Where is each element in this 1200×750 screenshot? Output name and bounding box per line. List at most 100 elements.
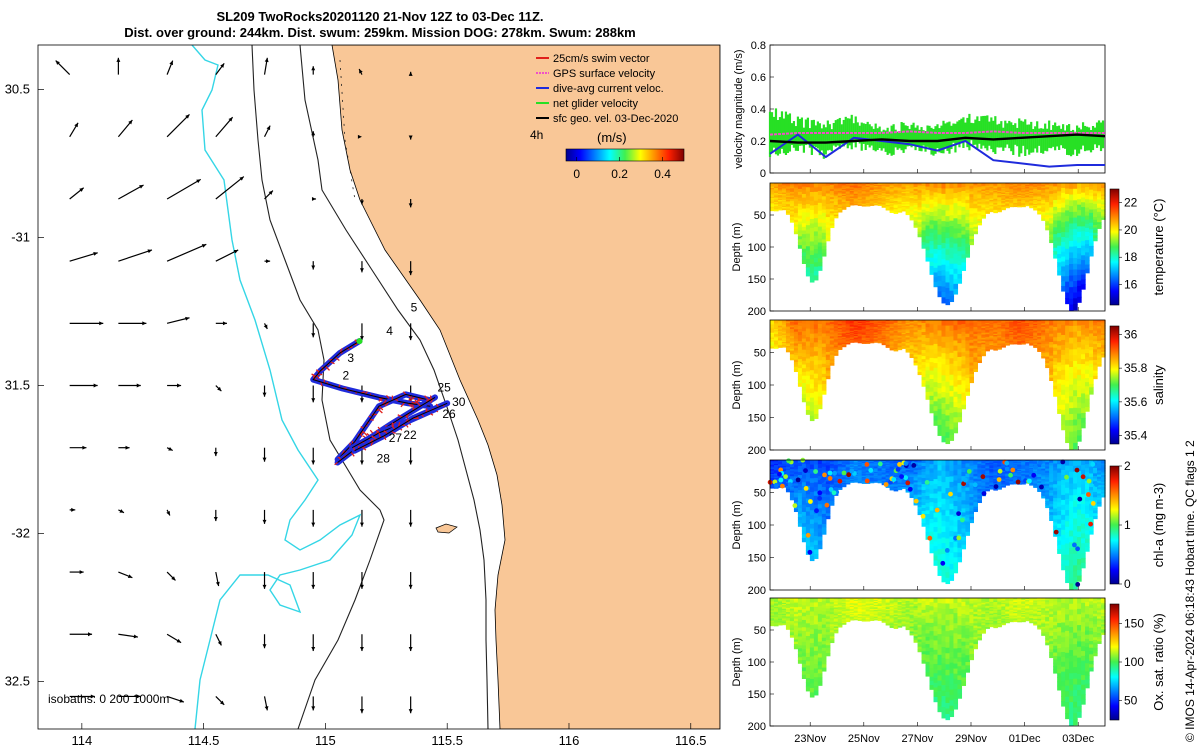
swim-vector [383, 430, 388, 435]
current-arrow [408, 447, 413, 465]
temperature-y-tick-label: 100 [748, 242, 766, 254]
salinity-colorbar-label: salinity [1151, 365, 1166, 405]
current-arrow [166, 60, 174, 75]
current-arrow [166, 178, 201, 200]
current-vector-field [55, 57, 413, 714]
swim-vector [360, 426, 365, 430]
current-arrow [167, 383, 182, 388]
time-tick-label: 29Nov [955, 733, 987, 745]
oxygen-colorbar-tick-label: 50 [1124, 694, 1138, 708]
current-arrow [69, 383, 98, 388]
current-arrow [359, 198, 364, 205]
oxygen-section-cells [770, 598, 1106, 726]
swim-vector [338, 456, 342, 461]
current-arrow [215, 633, 222, 646]
map-x-tick-label: 114.5 [188, 733, 220, 748]
current-arrow [359, 447, 364, 465]
plot-subtitle: Dist. over ground: 244km. Dist. swum: 25… [124, 25, 636, 40]
current-arrow [117, 119, 133, 138]
swim-vector [409, 396, 416, 402]
current-arrow [69, 321, 104, 326]
swim-vector [361, 430, 368, 437]
salinity-colorbar-tick-label: 35.4 [1124, 429, 1148, 443]
isobath-200m [251, 45, 385, 729]
velocity-y-tick-label: 0 [760, 168, 766, 180]
swim-vector [390, 430, 396, 435]
current-arrow [215, 696, 225, 706]
current-arrow [213, 447, 218, 457]
speed-colorbar-ticks: 0 0.2 0.4 [573, 157, 671, 181]
current-arrow [55, 60, 71, 76]
chl-a-colorbar-tick-label: 1 [1124, 518, 1131, 532]
swim-vector [364, 391, 368, 395]
current-arrow [215, 321, 228, 326]
current-arrow [166, 633, 182, 644]
salinity-section-cells [770, 320, 1106, 450]
salinity-y-tick-label: 100 [748, 380, 766, 392]
salinity-colorbar-tick-label: 36 [1124, 327, 1138, 341]
current-arrow [311, 385, 316, 403]
swim-vector [377, 407, 383, 414]
map-y-tick-label: 32.5 [5, 674, 30, 689]
swim-vector [391, 422, 395, 428]
current-arrow [263, 57, 269, 75]
current-arrow [118, 571, 133, 579]
glider-track [310, 338, 451, 466]
oxygen-colorbar-label: Ox. sat. ratio (%) [1151, 613, 1166, 711]
waypoint-label: 25 [437, 380, 451, 394]
swim-vector [378, 405, 384, 411]
map-x-tick-label: 114 [71, 733, 92, 748]
salinity-y-tick-label: 200 [748, 445, 766, 457]
current-arrow [166, 571, 176, 581]
current-arrow [263, 125, 271, 138]
salinity-colorbar [1109, 325, 1120, 445]
current-arrow [69, 507, 76, 512]
time-tick-label: 01Dec [1009, 733, 1041, 745]
current-arrow [118, 633, 139, 639]
oxygen-colorbar-tick-label: 150 [1124, 616, 1144, 630]
speed-colorbar [565, 148, 685, 162]
velocity-series-line [769, 133, 1106, 144]
legend-label: GPS surface velocity [553, 68, 656, 80]
chl-a-sample-dots [767, 457, 1099, 587]
current-arrow [311, 197, 317, 201]
chl-a-panel: 50 100 150 200 Depth (m) 0 1 2 chl-a (mg m-3) [731, 457, 1166, 597]
current-arrow [408, 71, 413, 76]
current-arrow [215, 63, 225, 75]
oxygen-y-tick-label: 200 [748, 721, 766, 733]
oxygen-panel: 50 100 150 200 Depth (m) 50 100 150 Ox. sat. rat… [731, 597, 1166, 733]
current-arrow [311, 66, 316, 75]
isobath-note: isobaths: 0 200 1000m [48, 692, 169, 706]
swim-vector [311, 373, 317, 377]
velocity-series [768, 108, 1106, 168]
map-x-tick-label: 116 [559, 733, 580, 748]
temperature-y-tick-label: 200 [748, 306, 766, 318]
current-arrow [215, 176, 245, 200]
velocity-y-label: velocity magnitude (m/s) [733, 49, 745, 168]
velocity-y-axis: 0 0.2 0.4 0.6 0.8 [751, 40, 774, 180]
current-arrow [264, 190, 274, 200]
current-arrow [263, 323, 268, 330]
current-arrow [166, 446, 173, 452]
current-arrow [116, 57, 121, 75]
current-arrow [166, 113, 190, 138]
swim-vector [324, 365, 330, 371]
current-arrow [408, 572, 413, 589]
swim-vector [378, 432, 381, 438]
swim-vector [402, 391, 407, 395]
chl-a-colorbar-tick-label: 2 [1124, 459, 1131, 473]
map-x-tick-label: 116.5 [675, 733, 707, 748]
waypoint-label: 28 [377, 452, 391, 466]
current-arrow [311, 131, 316, 137]
map-x-tick-label: 115.5 [431, 733, 463, 748]
swim-vector [317, 373, 323, 376]
swim-vector [407, 402, 413, 408]
velocity-y-tick-label: 0.8 [751, 40, 766, 52]
map-y-tick-label: -31 [11, 229, 30, 244]
current-arrow [408, 261, 413, 276]
temperature-y-tick-label: 50 [754, 210, 766, 222]
swim-vector [424, 395, 430, 402]
salinity-colorbar-tick-label: 35.6 [1124, 395, 1148, 409]
current-arrow [311, 323, 316, 338]
current-arrow [118, 445, 130, 450]
